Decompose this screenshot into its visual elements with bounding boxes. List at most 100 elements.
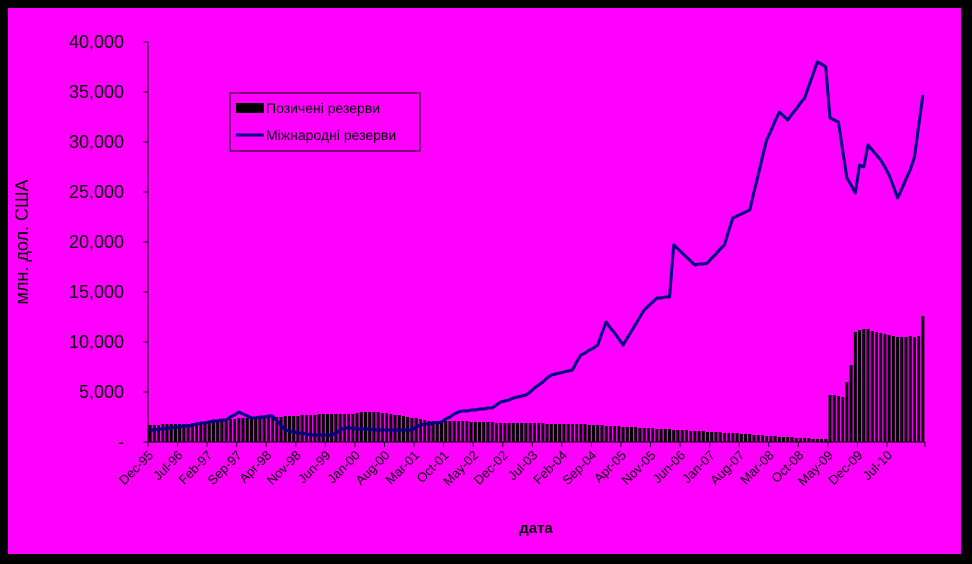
bar	[254, 418, 258, 442]
bar	[587, 425, 591, 442]
bar	[900, 337, 904, 442]
bar	[858, 330, 862, 442]
bar	[461, 421, 465, 442]
bar	[216, 420, 220, 442]
y-tick-label: 30,000	[69, 132, 124, 152]
legend: Позичені резерви Міжнародні резерви	[229, 92, 421, 152]
bar	[148, 425, 152, 442]
bar	[714, 432, 718, 442]
bar	[195, 423, 199, 442]
bar	[258, 418, 262, 442]
bar	[811, 439, 815, 442]
bar	[490, 422, 494, 442]
bar	[625, 427, 629, 442]
bar	[896, 337, 900, 442]
bar	[363, 412, 367, 442]
bar	[845, 382, 849, 442]
bar	[169, 424, 173, 442]
bar	[824, 439, 828, 442]
bar	[621, 427, 625, 442]
bar	[608, 426, 612, 442]
bar	[220, 420, 224, 442]
bar	[520, 423, 524, 442]
bar	[655, 429, 659, 442]
bar	[752, 435, 756, 442]
bar	[769, 436, 773, 442]
bar	[849, 365, 853, 442]
bar	[237, 418, 241, 442]
bar	[697, 431, 701, 442]
bar	[452, 421, 456, 442]
bar	[579, 424, 583, 442]
bar	[575, 424, 579, 442]
bar	[507, 423, 511, 442]
bar	[469, 422, 473, 442]
bar	[423, 420, 427, 442]
bar	[516, 423, 519, 442]
bar	[317, 414, 321, 442]
bar	[292, 416, 296, 442]
bar	[731, 433, 735, 442]
bar	[554, 424, 557, 442]
bar	[765, 436, 769, 442]
bar	[562, 424, 566, 442]
bar	[891, 336, 895, 442]
bar	[701, 431, 705, 442]
bar	[418, 419, 422, 442]
bar	[444, 421, 448, 442]
bar	[207, 422, 211, 442]
bar	[735, 433, 739, 442]
bar	[300, 415, 304, 442]
bar	[321, 414, 325, 442]
bar	[203, 422, 207, 442]
bar	[465, 421, 469, 442]
bar	[414, 418, 418, 442]
bar	[224, 419, 228, 442]
line	[150, 60, 925, 437]
bar	[596, 425, 600, 442]
bar	[600, 425, 604, 442]
bar	[499, 423, 503, 442]
bar	[820, 439, 824, 442]
bar	[376, 412, 380, 442]
bar	[706, 432, 710, 442]
bar	[296, 416, 300, 442]
bar	[756, 435, 760, 442]
bar	[638, 428, 642, 442]
bar	[879, 333, 883, 442]
bar	[262, 417, 266, 442]
bar	[921, 316, 925, 442]
bar	[718, 432, 722, 442]
legend-label: Міжнародні резерви	[266, 127, 396, 143]
bar	[199, 423, 203, 442]
bar	[887, 335, 891, 442]
bar	[870, 331, 874, 442]
bar	[689, 431, 693, 442]
bar	[773, 436, 777, 442]
bar	[165, 424, 169, 442]
bar	[668, 429, 671, 442]
bar	[646, 428, 650, 442]
bar	[630, 427, 633, 442]
bar	[828, 395, 832, 442]
bar	[659, 429, 663, 442]
bar	[271, 417, 275, 442]
bar	[592, 425, 595, 442]
bar	[266, 417, 270, 442]
bar	[211, 421, 215, 442]
bar	[245, 418, 249, 442]
bar	[304, 415, 308, 442]
bar	[642, 428, 646, 442]
bar	[663, 429, 667, 442]
bar	[693, 431, 697, 442]
bar	[359, 412, 363, 442]
bar	[684, 430, 688, 442]
bar	[537, 423, 541, 442]
bar	[279, 417, 283, 442]
bar	[275, 417, 279, 442]
bar	[883, 334, 887, 442]
bar	[478, 422, 481, 442]
legend-box	[229, 92, 421, 152]
bar	[874, 332, 878, 442]
